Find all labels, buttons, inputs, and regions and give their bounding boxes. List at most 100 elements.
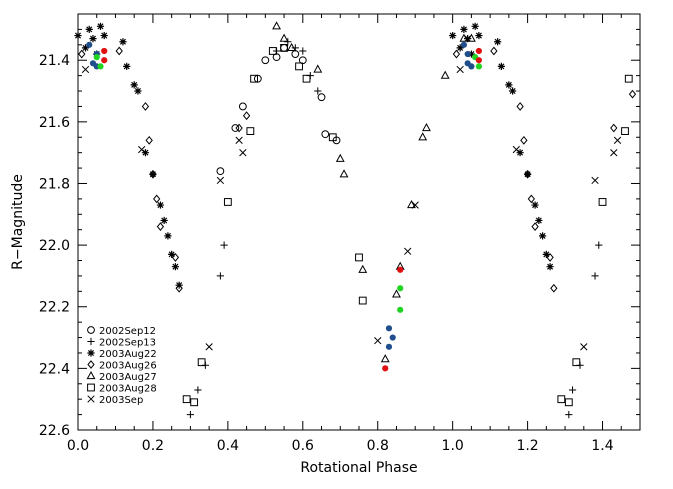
data-point <box>220 241 228 249</box>
data-point <box>610 149 618 157</box>
data-point <box>456 65 464 74</box>
data-point <box>610 123 618 133</box>
data-point <box>190 398 199 407</box>
data-point <box>291 50 300 58</box>
data-point <box>557 395 566 404</box>
y-tick-label: 21.6 <box>39 115 70 131</box>
y-tick-label: 22.6 <box>39 423 70 439</box>
data-point <box>119 38 127 46</box>
data-point <box>490 46 498 56</box>
series-2002Sep12 <box>216 43 341 176</box>
data-point <box>621 127 629 135</box>
data-point <box>86 41 93 48</box>
data-point <box>385 343 393 350</box>
data-point <box>475 47 482 55</box>
data-point <box>520 135 528 145</box>
data-point <box>299 47 307 55</box>
data-point <box>223 198 232 206</box>
data-point <box>459 33 469 42</box>
x-tick-label: 0.6 <box>292 438 314 454</box>
data-point <box>358 296 367 305</box>
data-point <box>475 57 482 64</box>
data-point <box>216 176 225 185</box>
data-point <box>100 31 108 40</box>
data-point <box>96 22 105 30</box>
x-tick-label: 1.0 <box>442 438 464 454</box>
data-point <box>238 102 247 111</box>
data-point <box>591 272 599 280</box>
data-point <box>235 136 243 144</box>
data-point <box>591 176 599 185</box>
data-point <box>239 149 247 157</box>
series-2003Aug26 <box>78 46 637 293</box>
data-point <box>175 283 183 293</box>
data-point <box>287 42 297 51</box>
data-point <box>404 247 412 255</box>
legend-marker <box>87 349 95 357</box>
data-point <box>452 49 461 59</box>
data-point <box>101 47 108 55</box>
data-point <box>546 253 554 262</box>
data-point <box>389 334 396 341</box>
x-tick-label: 1.4 <box>591 438 613 454</box>
data-point <box>550 283 558 293</box>
data-point <box>382 365 389 372</box>
data-point <box>565 410 573 419</box>
data-point <box>216 272 224 280</box>
data-point <box>464 50 471 58</box>
data-point <box>74 31 82 40</box>
y-axis-label: R−Magnitude <box>10 174 26 270</box>
data-point <box>467 50 475 58</box>
data-point <box>524 170 532 178</box>
data-point <box>130 81 138 89</box>
data-point <box>397 266 404 273</box>
data-point <box>407 200 416 209</box>
data-point <box>374 336 382 345</box>
data-point <box>141 149 150 157</box>
data-point <box>494 38 502 46</box>
data-point <box>380 354 390 363</box>
data-point <box>216 167 225 176</box>
data-point <box>171 253 180 262</box>
data-point <box>328 133 337 142</box>
data-point <box>81 44 90 52</box>
series-highlight-8 <box>93 54 482 313</box>
x-tick-label: 1.2 <box>516 438 538 454</box>
data-point <box>392 289 401 298</box>
data-point <box>568 386 577 394</box>
x-tick-label: 0.0 <box>67 438 89 454</box>
data-point <box>261 56 270 65</box>
data-point <box>156 201 165 209</box>
legend-label: 2003Sep <box>99 395 143 406</box>
data-point <box>335 153 345 162</box>
data-point <box>516 102 524 111</box>
series-2003Aug22 <box>74 22 554 289</box>
data-point <box>123 62 131 70</box>
x-tick-label: 0.8 <box>367 438 389 454</box>
data-point <box>468 63 475 70</box>
data-point <box>535 216 543 225</box>
data-point <box>81 65 90 74</box>
data-point <box>440 70 450 79</box>
legend-marker <box>87 337 95 346</box>
data-point <box>628 89 637 99</box>
data-point <box>182 395 191 404</box>
data-point <box>231 124 240 132</box>
legend-marker <box>87 395 95 403</box>
data-point <box>197 358 206 367</box>
data-point <box>598 198 607 206</box>
data-point <box>509 87 517 95</box>
data-point <box>235 123 243 133</box>
data-point <box>497 62 505 70</box>
data-point <box>160 216 168 225</box>
data-point <box>523 169 532 179</box>
data-point <box>242 111 251 121</box>
data-point <box>411 201 419 209</box>
data-point <box>464 35 472 43</box>
data-point <box>153 194 161 204</box>
data-point <box>246 127 255 135</box>
data-point <box>250 74 258 83</box>
data-point <box>101 57 108 64</box>
data-point <box>546 263 554 271</box>
series-2003Sep <box>81 65 622 351</box>
